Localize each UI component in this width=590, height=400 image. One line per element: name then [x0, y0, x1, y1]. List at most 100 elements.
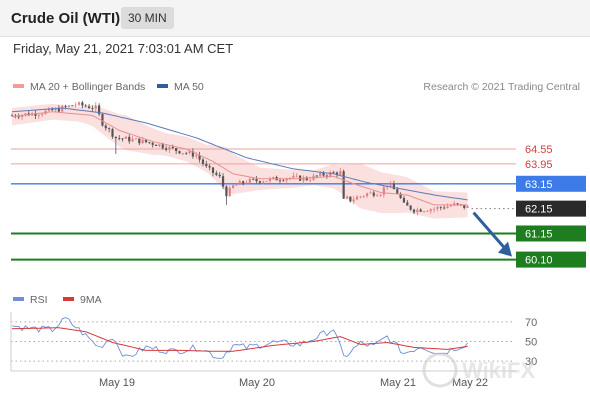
candle-body	[305, 177, 308, 181]
candle-body	[362, 196, 365, 197]
candle	[151, 141, 154, 148]
top-bar: Crude Oil (WTI) 30 MIN	[0, 0, 590, 37]
candle-body	[439, 207, 442, 208]
candle-body	[20, 115, 24, 118]
candle	[148, 141, 151, 145]
candle	[245, 180, 248, 185]
candle-body	[84, 105, 87, 107]
price-panel: 64.55 63.95 63.15 62.15 61.15 60.10	[10, 100, 586, 268]
candle-body	[111, 129, 114, 137]
candle-body	[396, 189, 399, 194]
candle-body	[319, 172, 322, 176]
candle	[379, 193, 382, 198]
candle-body	[235, 184, 238, 186]
candle-body	[332, 172, 335, 174]
candle-body	[366, 193, 369, 197]
candle	[87, 103, 91, 109]
candle-body	[265, 180, 268, 182]
candle	[168, 145, 171, 154]
candle	[215, 170, 218, 177]
candle-body	[436, 207, 439, 209]
candle-body	[98, 105, 101, 115]
candle	[201, 157, 205, 167]
candle	[265, 180, 268, 182]
candle	[67, 104, 71, 108]
candle	[94, 102, 97, 112]
candle-body	[221, 176, 225, 187]
candle-body	[412, 209, 416, 213]
candle	[345, 195, 349, 200]
candle-body	[288, 177, 292, 179]
candle-body	[369, 192, 372, 194]
candle	[20, 114, 24, 120]
candle-body	[195, 155, 198, 157]
candle	[406, 199, 409, 206]
candle	[98, 103, 101, 117]
candle	[362, 195, 365, 199]
candle-body	[345, 196, 349, 199]
candle	[77, 101, 81, 107]
candle	[158, 144, 161, 148]
candle	[57, 105, 60, 113]
candle-body	[255, 179, 258, 182]
candle-body	[128, 136, 131, 142]
time-tick-label: May 20	[239, 377, 275, 389]
candle	[198, 151, 201, 163]
candle	[104, 124, 107, 131]
candle-body	[191, 151, 194, 157]
candle-body	[402, 197, 406, 203]
candle-body	[285, 178, 288, 181]
forecast-arrow-head-icon	[498, 241, 512, 257]
legend-rsi-swatch	[13, 297, 24, 302]
candle-body	[175, 148, 178, 152]
candle	[108, 127, 111, 133]
candle-body	[419, 209, 422, 212]
candle-body	[355, 196, 359, 200]
candle	[118, 135, 121, 141]
candle	[138, 138, 141, 146]
candle-body	[302, 177, 305, 181]
candle	[255, 175, 258, 184]
candle-body	[278, 180, 282, 182]
rsi-tick-label: 70	[525, 317, 537, 329]
candle	[372, 190, 375, 198]
level-tag-support: 60.10	[516, 251, 586, 268]
candle	[171, 144, 174, 149]
candle	[342, 169, 345, 199]
candle-body	[201, 159, 205, 164]
candle	[248, 176, 251, 185]
candle-body	[272, 177, 275, 179]
candle	[366, 192, 369, 199]
candle	[54, 107, 57, 112]
candle	[178, 150, 181, 154]
candle	[10, 113, 14, 117]
rsi-ma-line	[11, 327, 468, 352]
candle	[208, 163, 211, 171]
candle-body	[433, 208, 436, 210]
rsi-tick-label: 30	[525, 356, 537, 368]
candle-body	[47, 108, 50, 111]
candle	[426, 210, 429, 212]
candle-body	[443, 207, 446, 209]
candle-body	[121, 138, 124, 140]
level-tag-pivot: 63.15	[516, 175, 586, 192]
candle-body	[372, 192, 375, 196]
candle-body	[335, 172, 339, 175]
level-label: 61.15	[525, 228, 553, 240]
candle-body	[64, 106, 67, 107]
watermark: WikiFX	[422, 352, 535, 388]
legend-ma50-label: MA 50	[174, 81, 204, 93]
candle	[446, 203, 449, 209]
candle	[91, 105, 94, 112]
level-label: 63.95	[525, 159, 553, 171]
candle	[34, 109, 37, 120]
candle-body	[104, 125, 107, 129]
candle-body	[352, 199, 355, 202]
candle-body	[211, 167, 215, 173]
timeframe-badge[interactable]: 30 MIN	[121, 7, 174, 29]
candle	[369, 190, 372, 194]
candle	[376, 193, 379, 197]
candle	[211, 167, 215, 177]
candle-body	[409, 205, 412, 210]
